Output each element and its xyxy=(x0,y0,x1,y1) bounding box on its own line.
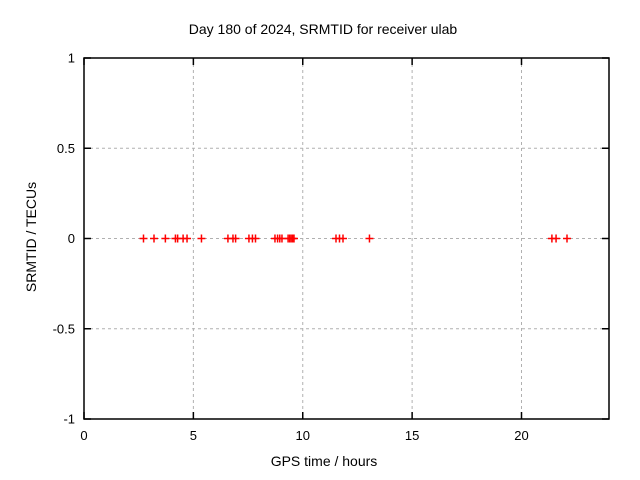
y-tick-label: 1 xyxy=(68,51,75,66)
data-point xyxy=(290,234,298,243)
x-tick-label: 20 xyxy=(514,428,528,443)
x-tick-label: 0 xyxy=(80,428,87,443)
data-point xyxy=(139,234,148,243)
y-axis-label: SRMTID / TECUs xyxy=(23,181,39,293)
chart-title: Day 180 of 2024, SRMTID for receiver ula… xyxy=(188,21,458,37)
data-point xyxy=(251,234,260,243)
y-tick-label: -1 xyxy=(63,412,75,427)
x-tick-label: 5 xyxy=(190,428,197,443)
data-point xyxy=(563,234,571,243)
x-axis-label: GPS time / hours xyxy=(270,453,378,469)
data-point xyxy=(552,234,561,243)
data-point xyxy=(365,234,374,243)
data-point xyxy=(339,234,347,243)
data-point xyxy=(197,234,206,243)
data-point xyxy=(161,234,170,243)
x-tick-label: 10 xyxy=(296,428,310,443)
x-tick-label: 15 xyxy=(405,428,419,443)
data-point xyxy=(183,234,192,243)
data-point xyxy=(231,234,240,243)
y-tick-label: 0.5 xyxy=(57,141,75,156)
y-tick-label: -0.5 xyxy=(53,321,75,336)
data-point xyxy=(150,234,158,243)
y-tick-label: 0 xyxy=(68,231,75,246)
